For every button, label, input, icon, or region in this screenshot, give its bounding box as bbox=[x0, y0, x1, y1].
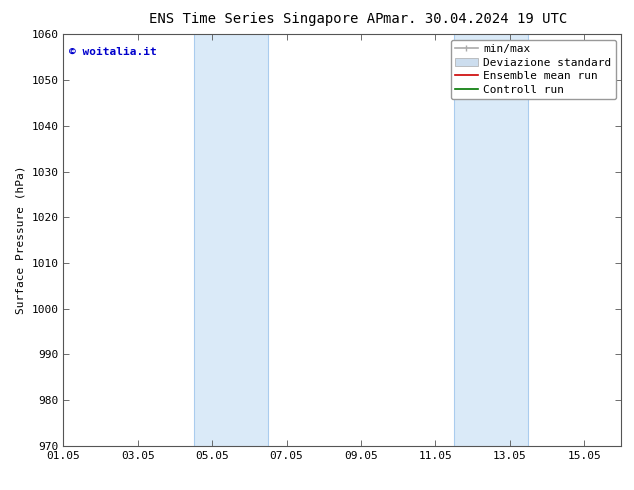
Bar bbox=[454, 34, 528, 446]
Text: © woitalia.it: © woitalia.it bbox=[69, 47, 157, 57]
Bar bbox=[193, 34, 268, 446]
Text: ENS Time Series Singapore AP: ENS Time Series Singapore AP bbox=[149, 12, 384, 26]
Text: mar. 30.04.2024 19 UTC: mar. 30.04.2024 19 UTC bbox=[384, 12, 567, 26]
Legend: min/max, Deviazione standard, Ensemble mean run, Controll run: min/max, Deviazione standard, Ensemble m… bbox=[451, 40, 616, 99]
Y-axis label: Surface Pressure (hPa): Surface Pressure (hPa) bbox=[16, 166, 26, 315]
